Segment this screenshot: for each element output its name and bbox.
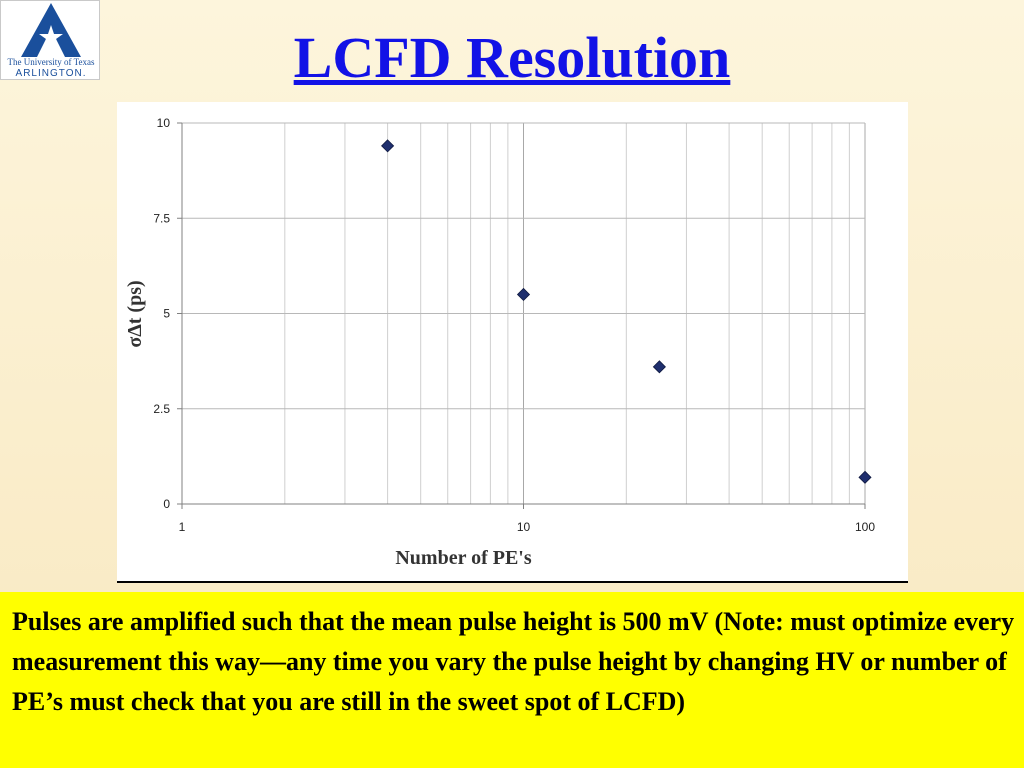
slide-title: LCFD Resolution bbox=[293, 25, 731, 90]
x-axis-label: Number of PE's bbox=[395, 547, 532, 569]
y-tick-label: 5 bbox=[163, 307, 170, 321]
logo-campus-line: ARLINGTON. bbox=[15, 68, 87, 79]
x-tick-label: 10 bbox=[517, 520, 531, 534]
note-box: Pulses are amplified such that the mean … bbox=[0, 592, 1024, 768]
logo-university-line: The University of Texas bbox=[7, 57, 95, 67]
data-point bbox=[381, 139, 395, 153]
y-axis-label: σΔt (ps) bbox=[124, 280, 146, 347]
y-tick-label: 10 bbox=[157, 116, 171, 130]
note-text: Pulses are amplified such that the mean … bbox=[12, 607, 1015, 716]
y-tick-label: 2.5 bbox=[153, 402, 170, 416]
ut-arlington-star-a-icon bbox=[21, 3, 81, 57]
university-logo: The University of Texas ARLINGTON. bbox=[0, 0, 100, 80]
data-point bbox=[516, 287, 531, 302]
data-point bbox=[858, 470, 872, 484]
y-tick-label: 7.5 bbox=[153, 211, 170, 225]
data-point bbox=[652, 360, 666, 374]
x-tick-label: 100 bbox=[855, 520, 875, 534]
x-tick-label: 1 bbox=[179, 520, 186, 534]
y-tick-label: 0 bbox=[163, 497, 170, 511]
chart-container: 0 2.5 5 7.5 10 1 10 100 Number of PE's σΔt (ps) bbox=[117, 102, 908, 583]
scatter-chart: 0 2.5 5 7.5 10 1 10 100 Number of PE's σΔt (ps) bbox=[124, 116, 875, 569]
